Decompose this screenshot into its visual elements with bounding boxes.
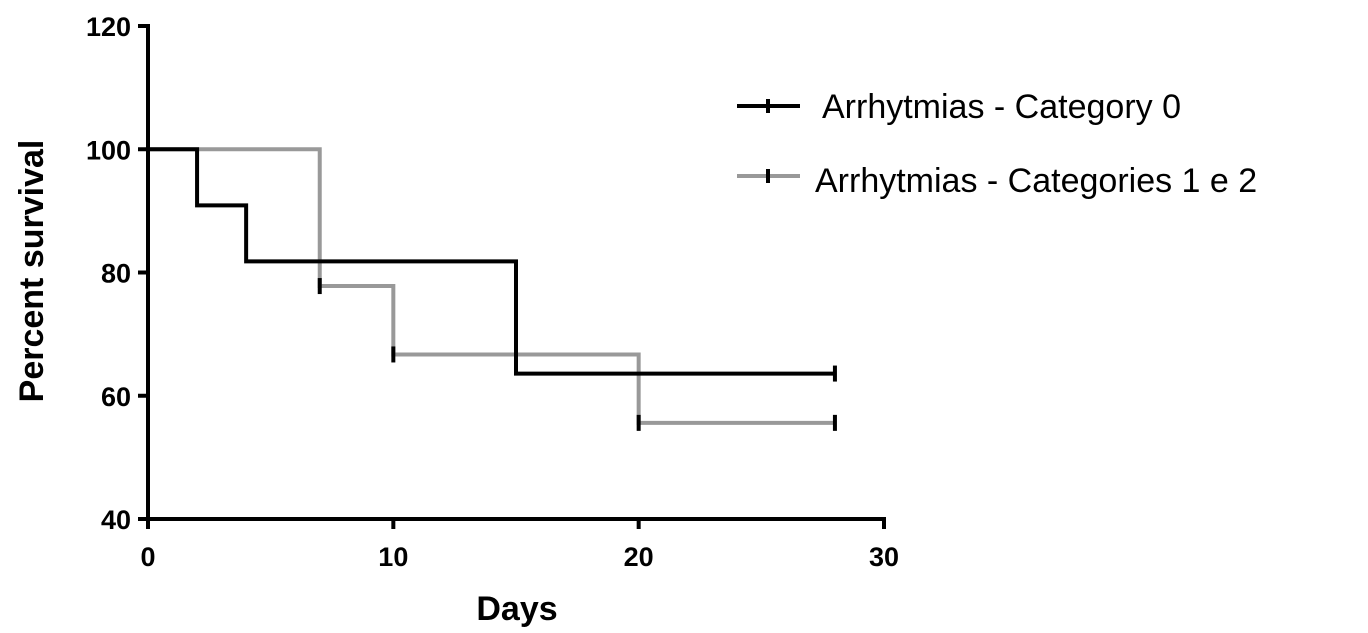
legend-entry-category-0: Arrhytmias - Category 0 bbox=[737, 88, 1181, 126]
y-tick-label-80: 80 bbox=[101, 259, 131, 289]
x-tick-label-30: 30 bbox=[869, 542, 899, 572]
x-tick-label-20: 20 bbox=[624, 542, 654, 572]
legend-label-categories-1-2: Arrhytmias - Categories 1 e 2 bbox=[815, 162, 1257, 200]
legend-label-category-0: Arrhytmias - Category 0 bbox=[822, 88, 1181, 126]
y-tick-label-40: 40 bbox=[101, 505, 131, 535]
legend: Arrhytmias - Category 0 Arrhytmias - Cat… bbox=[737, 88, 1257, 200]
plot-lines bbox=[148, 147, 837, 431]
x-tick-label-0: 0 bbox=[140, 542, 155, 572]
y-tick-label-120: 120 bbox=[86, 12, 131, 42]
y-tick-label-60: 60 bbox=[101, 382, 131, 412]
y-tick-label-100: 100 bbox=[86, 135, 131, 165]
x-axis-title: Days bbox=[476, 590, 557, 628]
series-line-0 bbox=[148, 147, 835, 376]
y-axis-title: Percent survival bbox=[13, 140, 51, 403]
ticks: 0 10 20 30 40 60 80 100 120 bbox=[86, 12, 899, 572]
series-line-1 bbox=[148, 147, 835, 425]
legend-entry-categories-1-2: Arrhytmias - Categories 1 e 2 bbox=[737, 162, 1257, 200]
x-tick-label-10: 10 bbox=[378, 542, 408, 572]
